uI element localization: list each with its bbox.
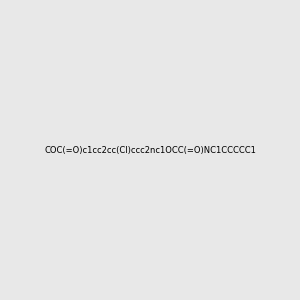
Text: COC(=O)c1cc2cc(Cl)ccc2nc1OCC(=O)NC1CCCCC1: COC(=O)c1cc2cc(Cl)ccc2nc1OCC(=O)NC1CCCCC…	[44, 146, 256, 154]
